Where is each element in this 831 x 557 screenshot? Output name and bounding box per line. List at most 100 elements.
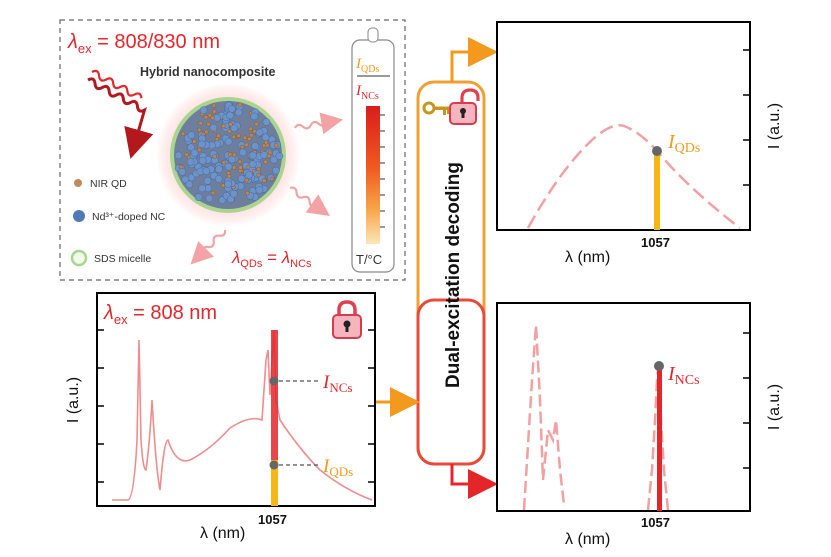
nir-qd-particle	[228, 122, 233, 127]
excitation-label: λex = 808/830 nm	[67, 31, 220, 56]
nir-qd-particle	[239, 144, 245, 150]
nd-nc-particle	[255, 186, 264, 194]
key-icon	[422, 101, 450, 115]
decoding-module: Dual-excitation decoding	[376, 37, 498, 499]
nd-nc-particle	[237, 174, 246, 183]
nir-qd-particle	[247, 136, 252, 142]
nd-nc-particle	[255, 128, 264, 137]
bottom-left-chart: INCs IQDs λex = 808 nm I (a.u.) λ (nm) 1…	[65, 292, 376, 542]
qds-emission-bar	[271, 460, 278, 506]
nd-nc-particle	[202, 167, 211, 175]
nd-nc-particle	[214, 175, 223, 183]
nd-nc-particle	[238, 148, 247, 157]
top-right-xlabel: λ (nm)	[565, 249, 610, 266]
top-right-yticks	[743, 49, 750, 186]
nir-qd-particle	[211, 109, 217, 114]
nd-nc-particle	[275, 152, 284, 160]
nd-nc-particle	[224, 162, 233, 171]
nd-nc-particle	[228, 105, 236, 113]
thermometer-cap	[367, 27, 379, 43]
nd-nc-particle	[197, 140, 206, 149]
nd-nc-particle	[190, 149, 199, 157]
nir-qd-particle	[180, 131, 186, 137]
nir-qd-particle	[248, 126, 253, 132]
qds-annotation: IQDs	[322, 456, 353, 479]
ncs-marker-dot	[269, 376, 279, 386]
nd-nc-particle	[209, 123, 218, 132]
bottom-right-annotation: INCs	[667, 363, 700, 388]
qds-1057-marker	[652, 146, 662, 156]
qds-marker-dot	[269, 460, 279, 470]
nd-nc-particle	[178, 167, 186, 176]
nir-qd-particle	[196, 127, 202, 133]
nd-nc-particle	[245, 170, 253, 179]
nd-nc-particle	[234, 108, 243, 117]
nd-nc-legend-label: Nd³⁺-doped NC	[92, 211, 166, 223]
emission-wave-lower-right	[289, 186, 330, 216]
nd-nc-particle	[194, 193, 203, 201]
nir-qd-particle	[211, 103, 217, 108]
nir-qd-particle	[236, 133, 241, 139]
ncs-emission-bar	[271, 330, 278, 460]
nir-qd-particle	[192, 139, 197, 144]
nd-nc-particle	[205, 194, 214, 203]
qds-1057-bar	[654, 151, 660, 230]
nir-qd-particle	[237, 102, 243, 107]
bottom-left-plot-frame	[96, 292, 376, 507]
emission-wave-right	[294, 112, 344, 135]
nd-nc-particle	[228, 155, 236, 164]
lock-icon	[332, 300, 362, 339]
nir-qd-particle	[178, 164, 184, 170]
nd-nc-particle	[199, 106, 208, 114]
bottom-left-yticks	[97, 329, 375, 483]
nir-qd-particle	[242, 135, 248, 141]
nd-nc-particle	[185, 180, 194, 189]
thermometer-ticks	[380, 114, 385, 228]
thermometer-gradient-bar	[366, 106, 380, 244]
nanocomposite-panel: λex = 808/830 nm Hybrid nanocomposite NI…	[59, 19, 406, 281]
nd-nc-particle	[224, 137, 233, 146]
nd-nc-particle	[229, 189, 238, 198]
nd-nc-particle	[187, 143, 195, 152]
top-right-chart: IQDs 1057 λ (nm) I (a.u.)	[496, 21, 783, 266]
nir-qd-particle	[206, 121, 211, 127]
nir-qd-particle	[245, 190, 250, 196]
excitation-wave-arrow	[87, 77, 154, 159]
emission-wave-lower-left	[190, 229, 227, 265]
nir-qd-particle	[269, 176, 275, 182]
emission-equation: λQDs = λNCs	[231, 248, 312, 270]
nd-nc-particle	[186, 157, 195, 166]
top-right-annotation: IQDs	[667, 131, 700, 156]
nd-nc-particle	[198, 184, 206, 193]
nir-qd-particle	[274, 142, 279, 148]
nir-qd-particle	[216, 133, 221, 139]
bottom-left-ylabel: I (a.u.)	[65, 377, 82, 423]
bottom-right-plot-frame	[496, 302, 751, 512]
nir-qd-particle	[210, 190, 216, 196]
ratio-numerator: IQDs	[355, 56, 379, 75]
nir-qd-particle	[227, 129, 232, 134]
sphere-particles	[174, 101, 284, 204]
nd-nc-particle	[215, 165, 223, 173]
ncs-1057-marker	[654, 361, 664, 371]
nir-qd-legend-marker	[74, 179, 82, 187]
nir-qd-particle	[266, 153, 272, 159]
nd-nc-particle	[198, 156, 207, 165]
sds-micelle-legend-label: SDS micelle	[94, 253, 151, 265]
top-right-tick-label: 1057	[641, 235, 670, 250]
nir-qd-particle	[221, 123, 226, 129]
nir-qd-particle	[244, 142, 249, 148]
nir-qd-particle	[249, 133, 254, 138]
bottom-left-xlabel: λ (nm)	[200, 525, 245, 542]
nir-qd-particle	[256, 166, 261, 172]
nir-qd-particle	[212, 154, 217, 159]
nir-qd-particle	[231, 152, 237, 158]
nir-qd-particle	[207, 112, 213, 118]
ncs-annotation: INCs	[322, 372, 352, 395]
nanocomposite-title: Hybrid nanocomposite	[140, 65, 275, 79]
top-right-ylabel: I (a.u.)	[766, 103, 783, 149]
nir-qd-particle	[254, 121, 259, 127]
nir-qd-particle	[262, 178, 267, 183]
nd-nc-particle	[248, 151, 257, 160]
nir-qd-particle	[238, 165, 243, 170]
